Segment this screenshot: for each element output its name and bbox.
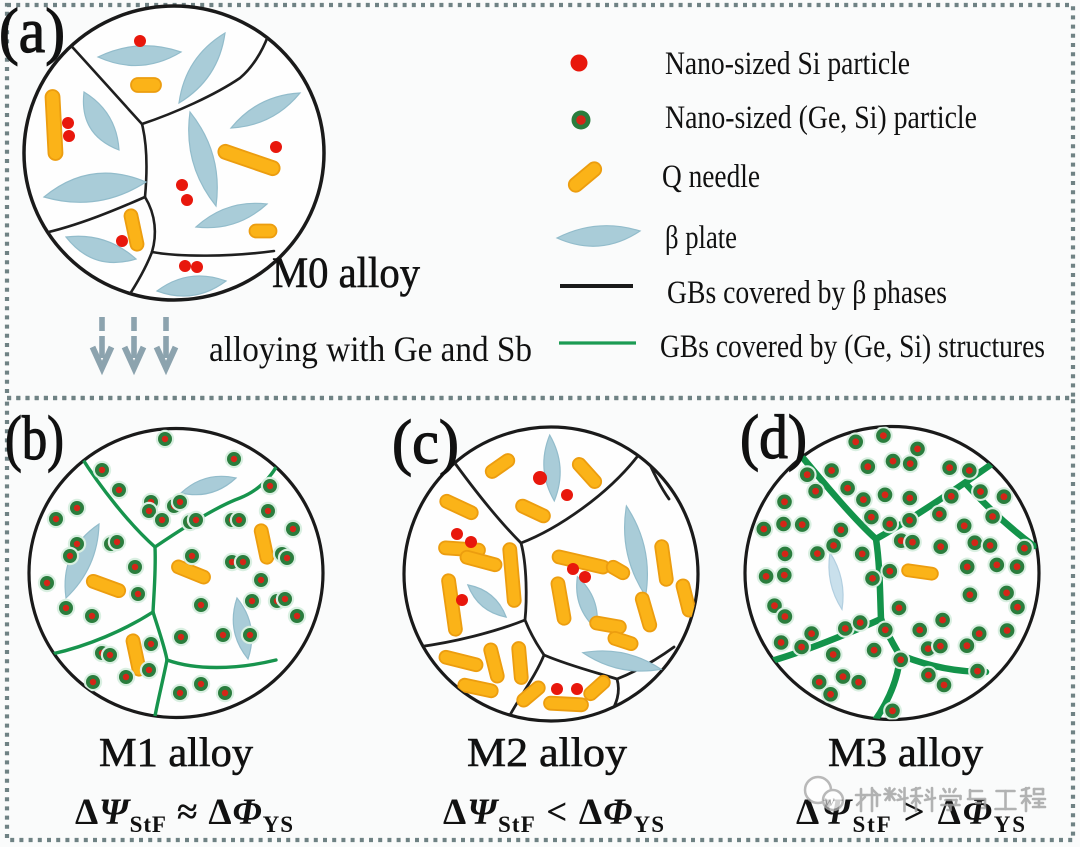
svg-text:Nano-sized (Ge, Si) particle: Nano-sized (Ge, Si) particle xyxy=(665,100,977,136)
svg-text:ΔΨStF < ΔΦYS: ΔΨStF < ΔΦYS xyxy=(443,792,664,837)
svg-text:M1 alloy: M1 alloy xyxy=(99,729,254,775)
svg-text:Q needle: Q needle xyxy=(662,159,760,195)
svg-text:M3 alloy: M3 alloy xyxy=(828,729,984,775)
svg-text:(a): (a) xyxy=(0,0,65,66)
svg-text:(b): (b) xyxy=(5,405,64,473)
svg-text:w: w xyxy=(824,793,835,810)
svg-text:(c): (c) xyxy=(392,409,459,477)
svg-text:ΔΨStF > ΔΦYS: ΔΨStF > ΔΦYS xyxy=(796,792,1025,837)
svg-text:β plate: β plate xyxy=(665,220,737,256)
svg-text:GBs covered by β phases: GBs covered by β phases xyxy=(667,275,947,311)
svg-text:alloying with Ge and Sb: alloying with Ge and Sb xyxy=(209,329,532,369)
svg-text:Nano-sized Si particle: Nano-sized Si particle xyxy=(665,46,910,82)
svg-text:(d): (d) xyxy=(740,404,807,472)
svg-text:ΔΨStF ≈ ΔΦYS: ΔΨStF ≈ ΔΦYS xyxy=(75,792,293,837)
svg-text:M0 alloy: M0 alloy xyxy=(272,250,420,297)
svg-text:M2 alloy: M2 alloy xyxy=(467,729,628,775)
svg-text:GBs covered by (Ge, Si) struct: GBs covered by (Ge, Si) structures xyxy=(660,329,1045,365)
